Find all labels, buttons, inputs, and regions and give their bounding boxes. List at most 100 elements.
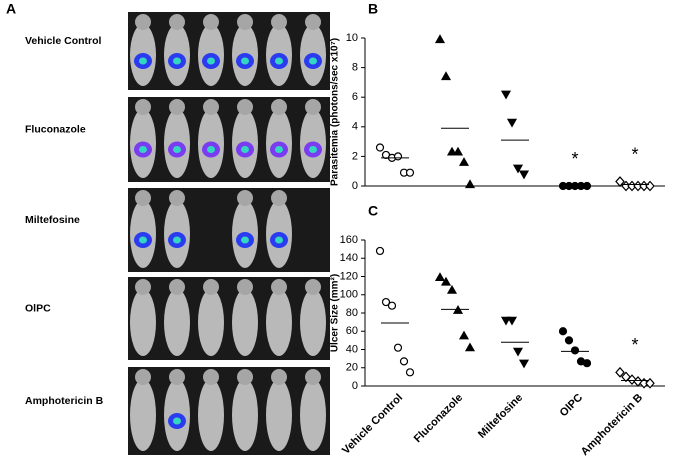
image-panel <box>128 367 330 455</box>
row-label: Amphotericin B <box>25 395 104 407</box>
panel-label: A <box>6 1 16 17</box>
data-point <box>615 176 625 187</box>
mouse-head <box>169 99 185 115</box>
data-point <box>452 146 464 156</box>
mouse <box>130 379 156 451</box>
mouse <box>198 379 224 451</box>
mouse-head <box>203 279 219 295</box>
y-tick-label: 6 <box>352 91 358 103</box>
significance-marker: * <box>631 144 638 164</box>
mouse-head <box>135 14 151 30</box>
y-tick-label: 120 <box>340 270 358 282</box>
y-tick-label: 8 <box>352 62 358 74</box>
data-point <box>500 316 512 326</box>
data-point <box>405 168 415 177</box>
y-tick-label: 2 <box>352 150 358 162</box>
x-tick-label: Amphotericin B <box>579 392 645 458</box>
data-point <box>518 359 530 369</box>
y-tick-label: 80 <box>346 307 358 319</box>
mouse-head <box>135 279 151 295</box>
data-point <box>464 342 476 352</box>
data-point <box>506 316 518 326</box>
mouse-head <box>305 14 321 30</box>
mouse-head <box>237 369 253 385</box>
data-point <box>512 164 524 174</box>
data-point <box>381 297 391 307</box>
panel-label: B <box>368 1 378 17</box>
data-point <box>464 179 476 189</box>
y-tick-label: 20 <box>346 362 358 374</box>
data-point <box>458 157 470 166</box>
data-point <box>434 34 446 44</box>
data-point <box>570 346 580 355</box>
signal-core <box>309 146 317 153</box>
significance-marker: * <box>571 149 578 169</box>
y-tick-label: 60 <box>346 325 358 337</box>
mouse-head <box>135 369 151 385</box>
signal-core <box>275 57 283 65</box>
signal-core <box>309 57 317 65</box>
signal-core <box>241 146 249 153</box>
signal-core <box>173 417 181 425</box>
y-tick-label: 40 <box>346 343 358 355</box>
data-point <box>375 246 385 256</box>
data-point <box>387 301 397 310</box>
mouse-head <box>237 99 253 115</box>
mouse-head <box>203 369 219 385</box>
mouse <box>232 379 258 451</box>
row-label: OlPC <box>25 302 51 314</box>
mouse <box>300 289 326 356</box>
mouse-head <box>237 190 253 206</box>
y-tick-label: 100 <box>340 289 358 301</box>
signal-core <box>173 146 181 153</box>
mouse-head <box>237 279 253 295</box>
mouse-head <box>305 279 321 295</box>
mouse-head <box>169 279 185 295</box>
data-point <box>446 284 458 294</box>
row-label: Fluconazole <box>25 123 86 135</box>
y-tick-label: 4 <box>352 121 358 133</box>
significance-marker: * <box>631 335 638 355</box>
x-tick-label: Fluconazole <box>412 392 465 445</box>
data-point <box>399 357 409 366</box>
mouse <box>130 289 156 356</box>
mouse-head <box>135 190 151 206</box>
data-point <box>645 180 655 192</box>
y-tick-label: 0 <box>352 380 358 392</box>
data-point <box>518 170 530 180</box>
row-label: Vehicle Control <box>25 35 102 47</box>
mouse-head <box>237 14 253 30</box>
signal-core <box>173 57 181 65</box>
data-point <box>458 330 470 340</box>
signal-core <box>241 57 249 65</box>
y-tick-label: 0 <box>352 180 358 192</box>
mouse-head <box>203 99 219 115</box>
signal-core <box>275 146 283 153</box>
mouse-head <box>169 369 185 385</box>
signal-core <box>139 146 147 153</box>
image-panel <box>128 188 330 272</box>
mouse-head <box>271 279 287 295</box>
signal-core <box>139 57 147 65</box>
data-point <box>393 152 403 161</box>
data-point <box>512 347 524 357</box>
mouse-head <box>271 14 287 30</box>
data-point <box>440 71 452 81</box>
signal-core <box>241 236 249 244</box>
x-tick-label: Vehicle Control <box>340 392 405 457</box>
data-point <box>393 343 403 352</box>
data-point <box>558 327 568 336</box>
mouse <box>266 379 292 451</box>
data-point <box>582 359 592 368</box>
y-tick-label: 160 <box>340 234 358 246</box>
y-tick-label: 140 <box>340 252 358 264</box>
signal-core <box>173 236 181 244</box>
signal-core <box>275 236 283 244</box>
image-panel <box>128 277 330 360</box>
mouse <box>164 289 190 356</box>
image-panel <box>128 12 330 90</box>
data-point <box>446 146 458 156</box>
mouse <box>266 289 292 356</box>
data-point <box>500 90 512 100</box>
data-point <box>564 336 574 345</box>
